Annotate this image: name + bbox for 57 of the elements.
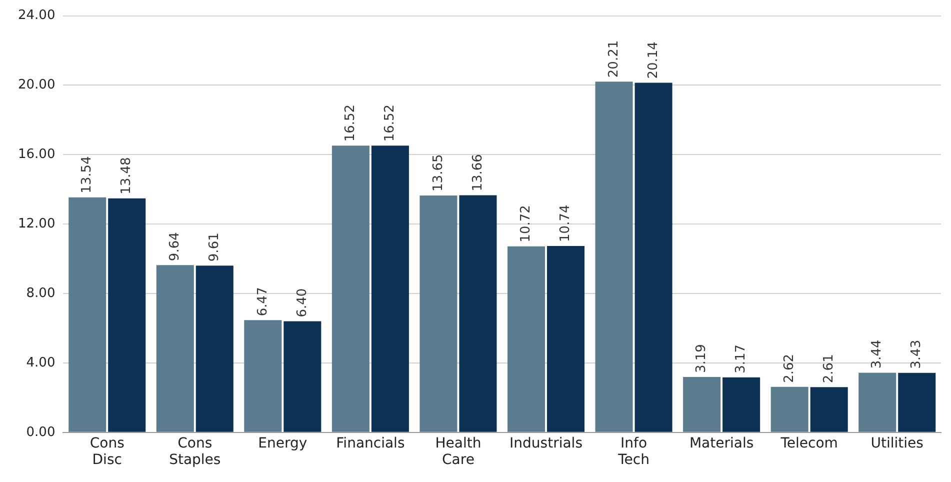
bar: [68, 197, 106, 432]
y-tick-label: 0.00: [26, 424, 56, 440]
bar: [683, 377, 721, 432]
data-label: 13.65: [430, 154, 446, 192]
data-label: 2.61: [821, 354, 836, 384]
data-label: 9.61: [207, 232, 222, 262]
data-label: 9.64: [168, 232, 183, 262]
data-label: 20.21: [606, 40, 622, 78]
x-tick-label: Financials: [336, 435, 405, 452]
y-tick-label: 12.00: [18, 216, 56, 232]
y-tick-label: 8.00: [26, 286, 56, 301]
data-label: 3.19: [694, 344, 710, 374]
bar: [507, 246, 546, 432]
bar: [332, 146, 370, 432]
x-tick-label: Telecom: [780, 435, 838, 452]
bar: [595, 82, 633, 432]
x-tick-label: Energy: [258, 435, 308, 452]
bar: [722, 377, 760, 432]
data-label: 6.40: [294, 288, 310, 318]
bar: [156, 265, 194, 432]
data-label: 16.52: [343, 104, 358, 142]
x-tick-label: Industrials: [510, 435, 582, 452]
data-label: 2.62: [782, 354, 797, 383]
bar: [898, 372, 936, 432]
bar: [284, 321, 322, 432]
bar: [371, 146, 409, 432]
data-label: 20.14: [646, 42, 661, 79]
bar: [634, 82, 672, 432]
data-label: 16.52: [382, 104, 398, 142]
x-tick-label: Cons Staples: [169, 435, 221, 468]
bar: [420, 195, 458, 432]
data-label: 10.72: [518, 205, 534, 242]
bar: [858, 372, 896, 432]
bar: [108, 198, 146, 432]
y-tick-label: 24.00: [18, 8, 56, 24]
bar: [546, 246, 585, 432]
y-tick-label: 4.00: [26, 355, 56, 370]
data-label: 3.43: [909, 340, 924, 369]
data-label: 10.74: [558, 204, 574, 242]
y-tick-label: 16.00: [18, 147, 56, 162]
data-label: 6.47: [255, 287, 270, 316]
data-label: 3.17: [734, 344, 749, 374]
y-tick-label: 20.00: [18, 78, 56, 93]
x-tick-label: Info Tech: [617, 435, 650, 468]
x-tick-label: Materials: [689, 435, 754, 452]
bar: [196, 266, 234, 432]
x-tick-label: Health Care: [435, 435, 482, 468]
bar: [810, 387, 848, 432]
bar: [770, 386, 808, 432]
bar: [244, 320, 282, 432]
x-tick-label: Cons Disc: [90, 435, 124, 468]
data-label: 13.66: [470, 154, 486, 192]
data-label: 13.48: [119, 157, 134, 194]
x-tick-label: Utilities: [870, 435, 924, 452]
data-label: 3.44: [870, 340, 885, 369]
data-label: 13.54: [80, 156, 95, 194]
bar: [459, 195, 497, 432]
